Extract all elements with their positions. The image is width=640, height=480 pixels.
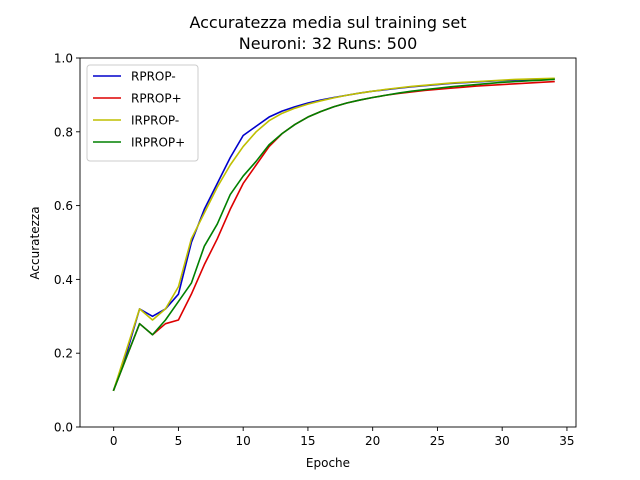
legend-entry-label: IRPROP- (131, 114, 179, 128)
x-tick-label: 35 (559, 434, 574, 448)
x-tick-label: 5 (175, 434, 183, 448)
y-tick-label: 0.0 (54, 421, 73, 435)
x-tick-label: 25 (430, 434, 445, 448)
chart-subtitle: Neuroni: 32 Runs: 500 (239, 34, 418, 53)
legend-entry-label: RPROP+ (131, 92, 182, 106)
series-line-irprop-2 (112, 77, 555, 392)
series-line-irprop-3 (112, 78, 555, 392)
legend-box (86, 64, 199, 162)
plot-area: 0 5 10 15 20 25 30 35 0.0 0.2 0.4 0.6 0.8 1.0 (54, 52, 577, 448)
y-axis-label: Accuratezza (28, 206, 42, 279)
axes-frame (79, 57, 577, 428)
y-tick-label: 0.6 (54, 199, 73, 213)
y-tick-label: 1.0 (54, 52, 73, 66)
x-tick-label: 30 (495, 434, 510, 448)
x-axis-label: Epoche (306, 456, 350, 470)
legend: RPROP- RPROP+ IRPROP- IRPROP+ (86, 64, 199, 162)
x-tick-label: 20 (365, 434, 380, 448)
chart-title: Accuratezza media sul training set (189, 13, 466, 32)
y-tick-label: 0.2 (54, 347, 73, 361)
y-tick-label: 0.8 (54, 125, 73, 139)
x-tick-label: 0 (110, 434, 118, 448)
x-tick-label: 10 (236, 434, 251, 448)
y-tick-label: 0.4 (54, 273, 73, 287)
x-tick-label: 15 (300, 434, 315, 448)
legend-entry-label: RPROP- (131, 70, 176, 84)
legend-entry-label: IRPROP+ (131, 136, 185, 150)
